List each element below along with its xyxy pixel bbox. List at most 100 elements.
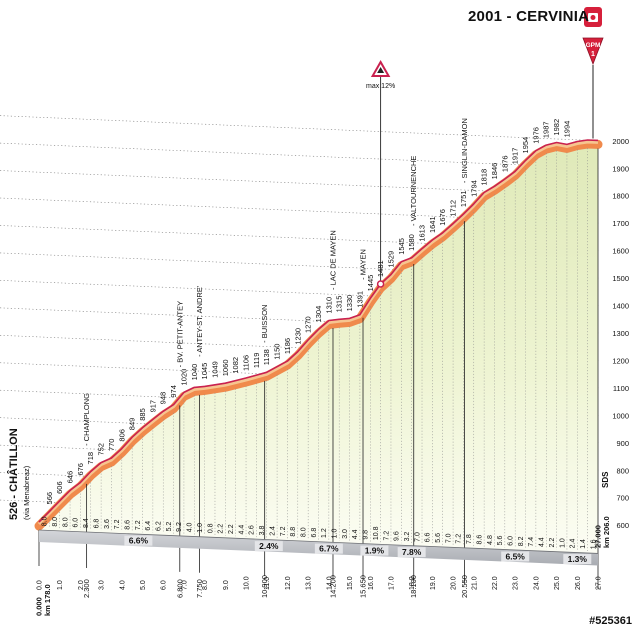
segment-gradient: 5.6 xyxy=(435,533,442,543)
segment-gradient: 6.8 xyxy=(311,528,318,538)
place-name: - BV. PETIT-ANTEY xyxy=(175,301,184,367)
km-tick: 2.0 xyxy=(78,580,85,590)
waypoint-distance: 15.650 xyxy=(359,575,368,598)
alt-tick-1300: 1300 xyxy=(612,329,629,338)
max-gradient-label: max 12% xyxy=(366,83,395,90)
spot-height: 806 xyxy=(117,429,126,442)
alt-tick-1500: 1500 xyxy=(612,274,629,283)
km-tick: 13.0 xyxy=(306,576,313,590)
spot-height: 1580 xyxy=(407,234,416,251)
spot-height: 1641 xyxy=(428,216,437,233)
waypoint-distance: 27.000 xyxy=(594,525,603,548)
spot-height: 974 xyxy=(169,385,178,398)
segment-gradient: 2.2 xyxy=(549,538,556,548)
spot-height: 1040 xyxy=(190,364,199,381)
segment-gradient: 2.4 xyxy=(570,539,577,549)
spot-height: 885 xyxy=(138,408,147,421)
spot-height: 1045 xyxy=(200,363,209,380)
spot-height: 1020 xyxy=(179,369,188,386)
segment-gradient: 7.4 xyxy=(528,537,535,547)
waypoint-race-km: km 178.0 xyxy=(43,584,52,616)
km-tick: 15.0 xyxy=(347,576,354,590)
segment-gradient: 4.4 xyxy=(539,537,546,547)
max-gradient-point xyxy=(376,280,385,288)
segment-gradient: 6.6 xyxy=(425,532,432,542)
segment-gradient: 6.8 xyxy=(93,519,100,529)
segment-gradient: 3.2 xyxy=(404,532,411,542)
segment-gradient: 7.0 xyxy=(414,532,421,542)
km-tick: 9.0 xyxy=(223,580,230,590)
spot-height: 1613 xyxy=(418,225,427,242)
alt-tick-1400: 1400 xyxy=(612,302,629,311)
km-tick: 4.0 xyxy=(119,580,126,590)
sector-average: 2.4% xyxy=(259,541,279,551)
profile-band-highlight xyxy=(37,140,599,526)
spot-height: 718 xyxy=(86,452,95,465)
sector-average-box xyxy=(254,541,283,552)
spot-height: 1270 xyxy=(304,316,313,333)
segment-gradient: 8.8 xyxy=(290,527,297,537)
segment-gradient: 4.0 xyxy=(187,522,194,532)
alt-tick-700: 700 xyxy=(616,494,629,503)
place-name: - BUISSON xyxy=(260,305,269,343)
alt-tick-600: 600 xyxy=(616,521,629,530)
waypoint-distance: 10.900 xyxy=(260,575,269,598)
finish-label: 2001 - CERVINIA xyxy=(468,8,590,25)
spot-height: 1676 xyxy=(438,209,447,226)
segment-gradient: 3.0 xyxy=(342,529,349,539)
km-tick: 11.0 xyxy=(264,577,271,590)
segment-gradient: 4.8 xyxy=(487,535,494,545)
segment-gradient: 8.4 xyxy=(83,518,90,528)
spot-height: 1982 xyxy=(552,119,561,136)
waypoint-distance: 14.200 xyxy=(328,575,337,598)
segment-gradient: 0.8 xyxy=(207,523,214,533)
finish-camera-lens-icon xyxy=(590,15,596,20)
sector-average-box xyxy=(397,547,426,558)
km-tick: 27.0 xyxy=(596,576,603,590)
segment-gradient: 8.6 xyxy=(124,520,131,530)
place-name: - MAYEN xyxy=(359,249,368,280)
chart-markers: max 12% GPM 1 xyxy=(366,7,604,288)
waypoint-race-km: km 206.0 xyxy=(602,516,611,548)
segment-gradient: 5.2 xyxy=(166,522,173,532)
sector-average: 6.6% xyxy=(129,536,149,546)
reference-lines xyxy=(38,148,599,590)
km-tick: 24.0 xyxy=(533,576,540,590)
segment-gradient: 9.2 xyxy=(176,522,183,532)
km-tick: 25.0 xyxy=(554,576,561,590)
waypoint-distance: 18.100 xyxy=(409,575,418,598)
alt-tick-1100: 1100 xyxy=(613,384,629,393)
segment-gradient: 10.8 xyxy=(373,526,380,540)
waypoint-distance: 0.000 xyxy=(35,597,44,616)
spot-height: 1994 xyxy=(562,121,571,138)
sector-average: 6.5% xyxy=(505,551,525,561)
gridline-1900 xyxy=(0,142,601,169)
segment-gradient: 8.6 xyxy=(476,535,483,545)
alt-tick-2000: 2000 xyxy=(612,137,629,146)
spot-height: 1330 xyxy=(345,295,354,312)
sector-average: 1.3% xyxy=(568,554,588,564)
segment-gradient: 2.2 xyxy=(228,524,235,534)
alt-tick-800: 800 xyxy=(616,466,629,475)
sector-average-box xyxy=(501,551,530,562)
spot-height: 1954 xyxy=(521,137,530,154)
segment-gradient: 6.0 xyxy=(508,536,515,546)
place-name: - SINGLIN-DAMON xyxy=(460,118,469,183)
segment-gradient: 3.6 xyxy=(104,519,111,529)
segment-gradient: 2.2 xyxy=(218,524,225,534)
spot-height: 1712 xyxy=(449,200,458,217)
gpm-triangle-icon xyxy=(582,37,604,66)
segment-gradient: 8.0 xyxy=(62,517,69,527)
spot-height: 1987 xyxy=(542,121,551,138)
km-tick: 8.0 xyxy=(202,580,209,590)
waypoint-distance: 2.300 xyxy=(82,579,91,598)
spot-height: 1794 xyxy=(469,180,478,197)
spot-height: 1391 xyxy=(355,291,364,308)
km-tick: 22.0 xyxy=(492,576,499,590)
spot-height: 1545 xyxy=(397,238,406,255)
segment-gradient: 4.4 xyxy=(238,525,245,535)
profile-edge xyxy=(38,139,599,523)
km-tick: 19.0 xyxy=(430,576,437,590)
